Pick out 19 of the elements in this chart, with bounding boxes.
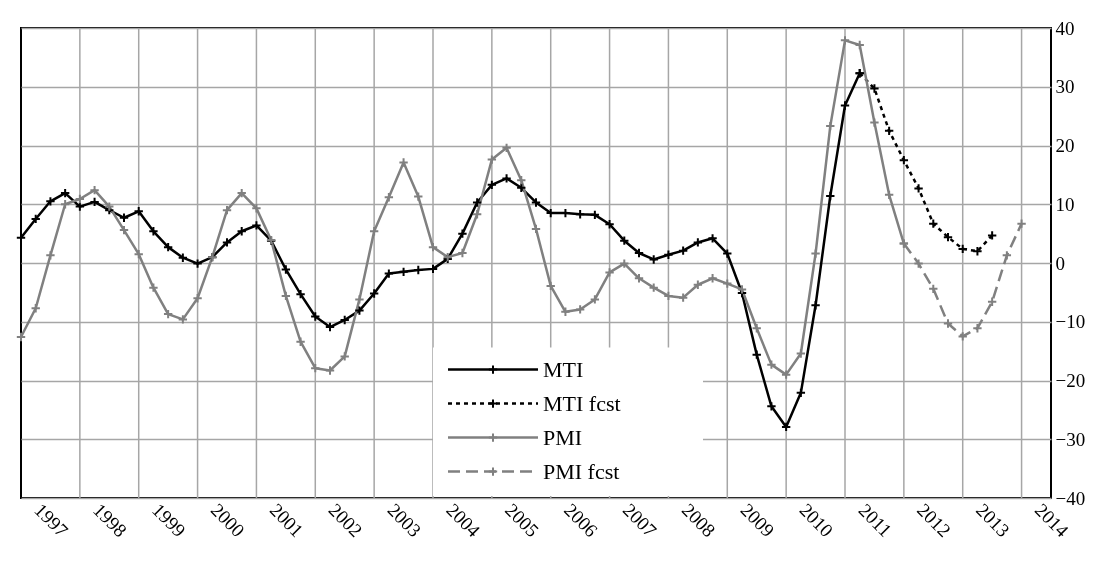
x-tick-label: 2009 xyxy=(736,499,779,542)
x-tick-label: 1997 xyxy=(30,499,73,542)
x-tick-label: 2007 xyxy=(618,499,661,542)
x-tick-label: 1999 xyxy=(148,499,190,542)
x-tick-label: 1998 xyxy=(89,499,131,542)
legend-label: PMI fcst xyxy=(543,458,620,484)
y-tick-label: −40 xyxy=(1055,487,1086,509)
legend-label: MTI fcst xyxy=(543,390,621,416)
legend-label: PMI xyxy=(543,424,583,450)
y-tick-label: −10 xyxy=(1055,311,1086,333)
y-tick-label: 30 xyxy=(1055,76,1075,98)
y-tick-label: 40 xyxy=(1055,17,1075,39)
x-tick-label: 2010 xyxy=(795,499,838,542)
y-tick-label: 0 xyxy=(1055,252,1065,274)
y-tick-label: 20 xyxy=(1055,135,1075,156)
y-tick-label: 10 xyxy=(1055,193,1075,215)
y-tick-label: −30 xyxy=(1055,428,1086,450)
y-tick-label: −20 xyxy=(1055,370,1086,391)
legend-label: MTI xyxy=(543,356,584,382)
